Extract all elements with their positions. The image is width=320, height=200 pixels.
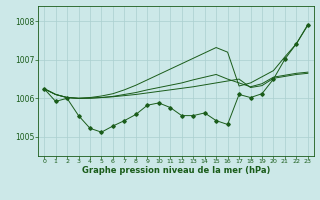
X-axis label: Graphe pression niveau de la mer (hPa): Graphe pression niveau de la mer (hPa) — [82, 166, 270, 175]
